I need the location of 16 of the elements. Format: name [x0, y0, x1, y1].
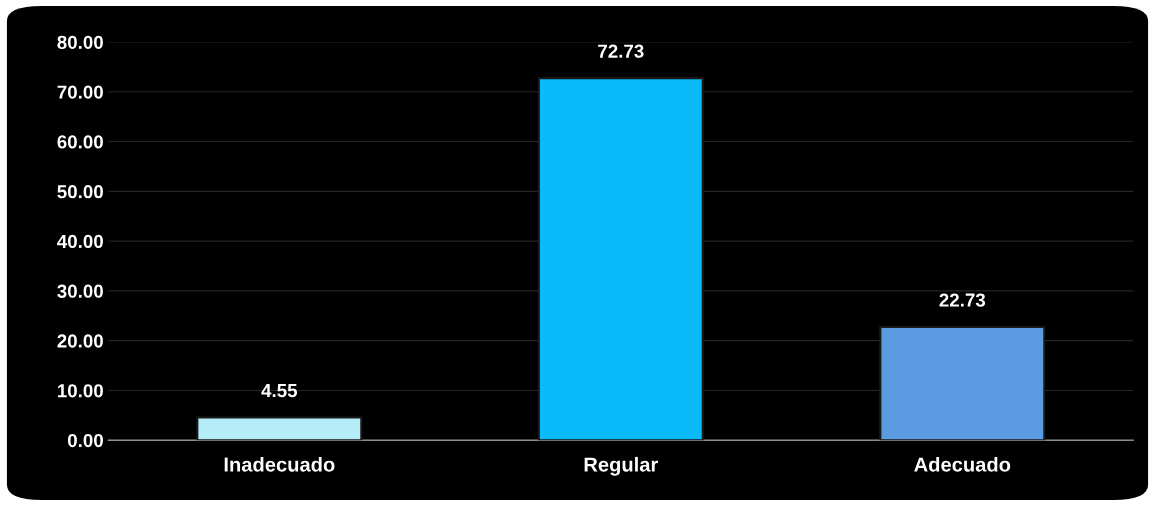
y-tick-label: 10.00	[57, 384, 103, 398]
bar	[196, 416, 363, 441]
data-label: 22.73	[939, 293, 986, 307]
data-label: 72.73	[598, 44, 644, 58]
x-tick-label: Adecuado	[914, 456, 1011, 472]
y-tick-label: 60.00	[57, 135, 103, 149]
x-tick-label: Regular	[584, 456, 658, 476]
y-tick-label: 50.00	[57, 185, 103, 199]
data-label: 4.55	[261, 384, 298, 398]
x-tick-label: Inadecuado	[224, 456, 335, 472]
y-tick-label: 80.00	[57, 35, 103, 49]
y-tick-label: 20.00	[57, 334, 103, 348]
y-tick-label: 70.00	[57, 85, 103, 99]
y-tick-label: 0.00	[67, 433, 103, 448]
y-tick-label: 30.00	[57, 284, 103, 298]
y-tick-label: 40.00	[57, 234, 103, 249]
